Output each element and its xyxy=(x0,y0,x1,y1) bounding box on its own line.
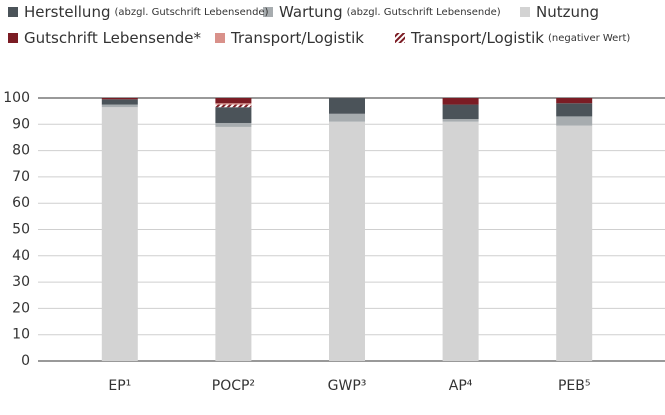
bar-segment xyxy=(442,104,479,120)
bar-segment xyxy=(329,121,365,361)
y-tick-label: 70 xyxy=(12,169,30,185)
bar-segment xyxy=(556,98,593,104)
y-tick-label: 90 xyxy=(12,116,30,132)
bar-segment xyxy=(215,104,252,108)
x-tick-label: PEB⁵ xyxy=(558,378,591,394)
bar-segment xyxy=(442,98,479,105)
bar-segment xyxy=(101,99,138,105)
legend-label: Transport/Logistik xyxy=(230,29,364,47)
y-tick-label: 10 xyxy=(12,327,30,343)
legend-swatch xyxy=(395,33,405,43)
bar-segment xyxy=(101,107,138,361)
y-tick-label: 20 xyxy=(12,300,30,316)
bar-segment xyxy=(215,103,252,105)
bar-segment xyxy=(215,107,252,123)
legend-swatch xyxy=(215,33,225,43)
bar-segment xyxy=(215,98,252,104)
legend-label: Transport/Logistik (negativer Wert) xyxy=(410,29,630,47)
legend-swatch xyxy=(8,7,18,17)
legend-swatch xyxy=(263,7,273,17)
legend-label: Wartung (abzgl. Gutschrift Lebensende) xyxy=(279,3,501,21)
bar-segment xyxy=(329,113,365,122)
legend-name: Gutschrift Lebensende* xyxy=(24,29,201,47)
y-tick-label: 40 xyxy=(12,248,30,264)
x-tick-label: POCP² xyxy=(212,378,255,394)
bar-segment xyxy=(442,119,479,122)
bar-segment xyxy=(329,98,365,114)
legend-label: Gutschrift Lebensende* xyxy=(24,29,201,47)
bar-segment xyxy=(215,122,252,127)
x-tick-label: AP⁴ xyxy=(449,378,473,394)
legend-swatch xyxy=(520,7,530,17)
bar-segment xyxy=(556,103,593,117)
legend-name: Herstellung xyxy=(24,3,110,21)
bar-segment xyxy=(215,126,252,362)
legend-note: (negativer Wert) xyxy=(548,33,630,44)
legend-swatch xyxy=(8,33,18,43)
y-tick-label: 80 xyxy=(12,143,30,159)
legend-name: Transport/Logistik xyxy=(230,29,364,47)
legend-name: Transport/Logistik xyxy=(410,29,544,47)
bar-segment xyxy=(556,125,593,362)
bar-segment xyxy=(101,104,138,108)
bar-segment xyxy=(101,98,138,100)
y-tick-label: 0 xyxy=(21,353,30,369)
y-tick-label: 100 xyxy=(3,90,30,106)
x-tick-label: GWP³ xyxy=(328,378,367,394)
y-tick-label: 50 xyxy=(12,222,30,238)
legend-label: Herstellung (abzgl. Gutschrift Lebensende… xyxy=(24,3,269,21)
legend-name: Wartung xyxy=(279,3,343,21)
y-tick-label: 60 xyxy=(12,195,30,211)
legend-note: (abzgl. Gutschrift Lebensende) xyxy=(347,7,501,18)
bar-segment xyxy=(442,121,479,361)
legend-note: (abzgl. Gutschrift Lebensende) xyxy=(114,7,268,18)
bar-segment xyxy=(556,116,593,126)
x-tick-label: EP¹ xyxy=(108,378,131,394)
legend-name: Nutzung xyxy=(536,3,599,21)
legend-label: Nutzung xyxy=(536,3,599,21)
y-tick-label: 30 xyxy=(12,274,30,290)
